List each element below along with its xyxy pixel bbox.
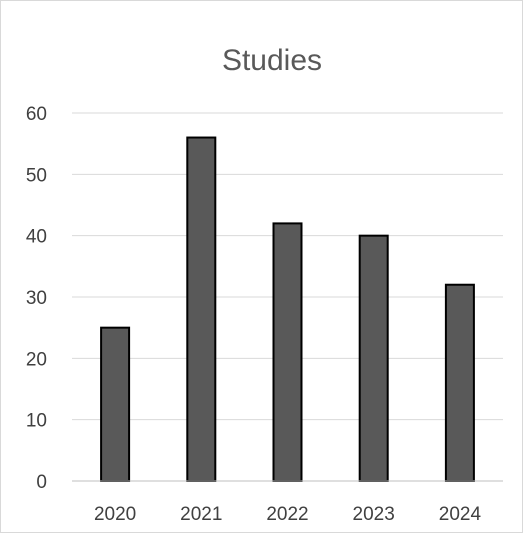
bar-2023 — [358, 234, 389, 482]
x-tick-label: 2024 — [439, 504, 482, 525]
bar-2022 — [272, 222, 303, 482]
y-tick-label: 60 — [26, 104, 47, 125]
bar-2024 — [444, 283, 475, 482]
bar-2020 — [100, 326, 131, 482]
y-axis-tick-labels: 0 10 20 30 40 50 60 — [26, 104, 47, 493]
y-tick-label: 40 — [26, 227, 47, 248]
x-tick-label: 2023 — [353, 504, 395, 525]
y-tick-label: 50 — [26, 165, 47, 186]
x-axis-tick-labels: 2020 2021 2022 2023 2024 — [94, 504, 482, 525]
y-tick-label: 30 — [26, 288, 47, 309]
y-tick-label: 0 — [36, 472, 47, 493]
chart-title: Studies — [222, 44, 322, 77]
x-tick-label: 2020 — [94, 504, 136, 525]
x-tick-label: 2021 — [180, 504, 222, 525]
bar-2021 — [186, 136, 217, 483]
x-tick-label: 2022 — [266, 504, 308, 525]
y-tick-label: 10 — [26, 411, 47, 432]
y-tick-label: 20 — [26, 349, 47, 370]
